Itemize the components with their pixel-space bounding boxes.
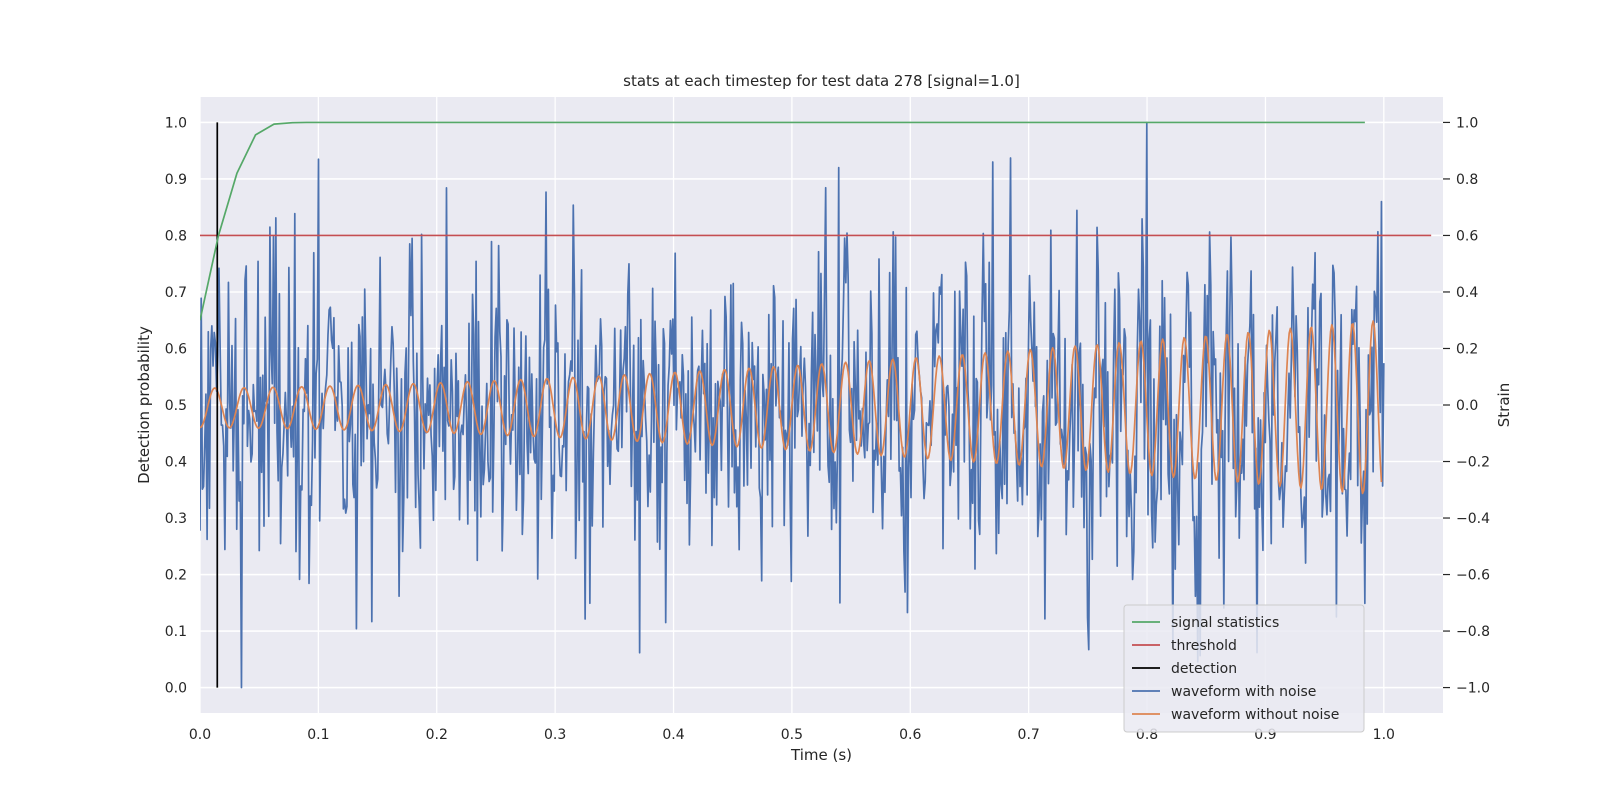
x-tick-label: 0.1 <box>307 727 329 743</box>
x-tick-label: 1.0 <box>1373 727 1395 743</box>
legend-label: waveform with noise <box>1171 684 1316 700</box>
y-tick-label-left: 0.7 <box>165 285 187 301</box>
legend-label: detection <box>1171 661 1237 677</box>
legend: signal statistics threshold detection wavef… <box>1123 604 1365 733</box>
x-tick-label: 0.0 <box>189 727 211 743</box>
y-tick-label-right: 0.8 <box>1456 172 1478 188</box>
y-tick-label-right: 1.0 <box>1456 115 1478 131</box>
series-signal-statistics <box>200 121 1365 321</box>
y-tick-label-right: −0.2 <box>1456 455 1490 471</box>
series-waveform-with-noise <box>200 121 1385 689</box>
legend-label: waveform without noise <box>1171 707 1339 723</box>
y-tick-label-right: 0.0 <box>1456 398 1478 414</box>
x-tick-label: 0.3 <box>544 727 566 743</box>
legend-label: signal statistics <box>1171 615 1279 631</box>
x-axis-label: Time (s) <box>790 746 852 764</box>
chart-title: stats at each timestep for test data 278… <box>623 72 1020 90</box>
series-waveform-without-noise <box>200 320 1383 495</box>
y-tick-label-left: 0.5 <box>165 398 187 414</box>
legend-label: threshold <box>1171 638 1237 654</box>
y-tick-label-right: −0.6 <box>1456 568 1490 584</box>
y-tick-label-left: 0.4 <box>165 455 187 471</box>
y-axis-label-right: Strain <box>1495 383 1513 427</box>
y-tick-label-right: −0.8 <box>1456 624 1490 640</box>
y-tick-label-right: −0.4 <box>1456 511 1490 527</box>
y-tick-label-left: 1.0 <box>165 115 187 131</box>
y-axis-label-left: Detection probability <box>135 326 153 484</box>
x-tick-label: 0.4 <box>662 727 684 743</box>
y-tick-label-right: −1.0 <box>1456 681 1490 697</box>
y-tick-label-left: 0.1 <box>165 624 187 640</box>
y-tick-label-right: 0.4 <box>1456 285 1478 301</box>
x-tick-label: 0.6 <box>899 727 921 743</box>
y-tick-label-right: 0.6 <box>1456 228 1478 244</box>
y-tick-label-left: 0.2 <box>165 568 187 584</box>
x-tick-label: 0.2 <box>426 727 448 743</box>
y-tick-label-left: 0.0 <box>165 681 187 697</box>
x-tick-label: 0.7 <box>1018 727 1040 743</box>
legend-box <box>1123 604 1365 733</box>
y-tick-label-left: 0.6 <box>165 341 187 357</box>
y-tick-label-left: 0.9 <box>165 172 187 188</box>
y-tick-label-right: 0.2 <box>1456 341 1478 357</box>
x-tick-label: 0.5 <box>781 727 803 743</box>
y-tick-label-left: 0.3 <box>165 511 187 527</box>
y-tick-label-left: 0.8 <box>165 228 187 244</box>
